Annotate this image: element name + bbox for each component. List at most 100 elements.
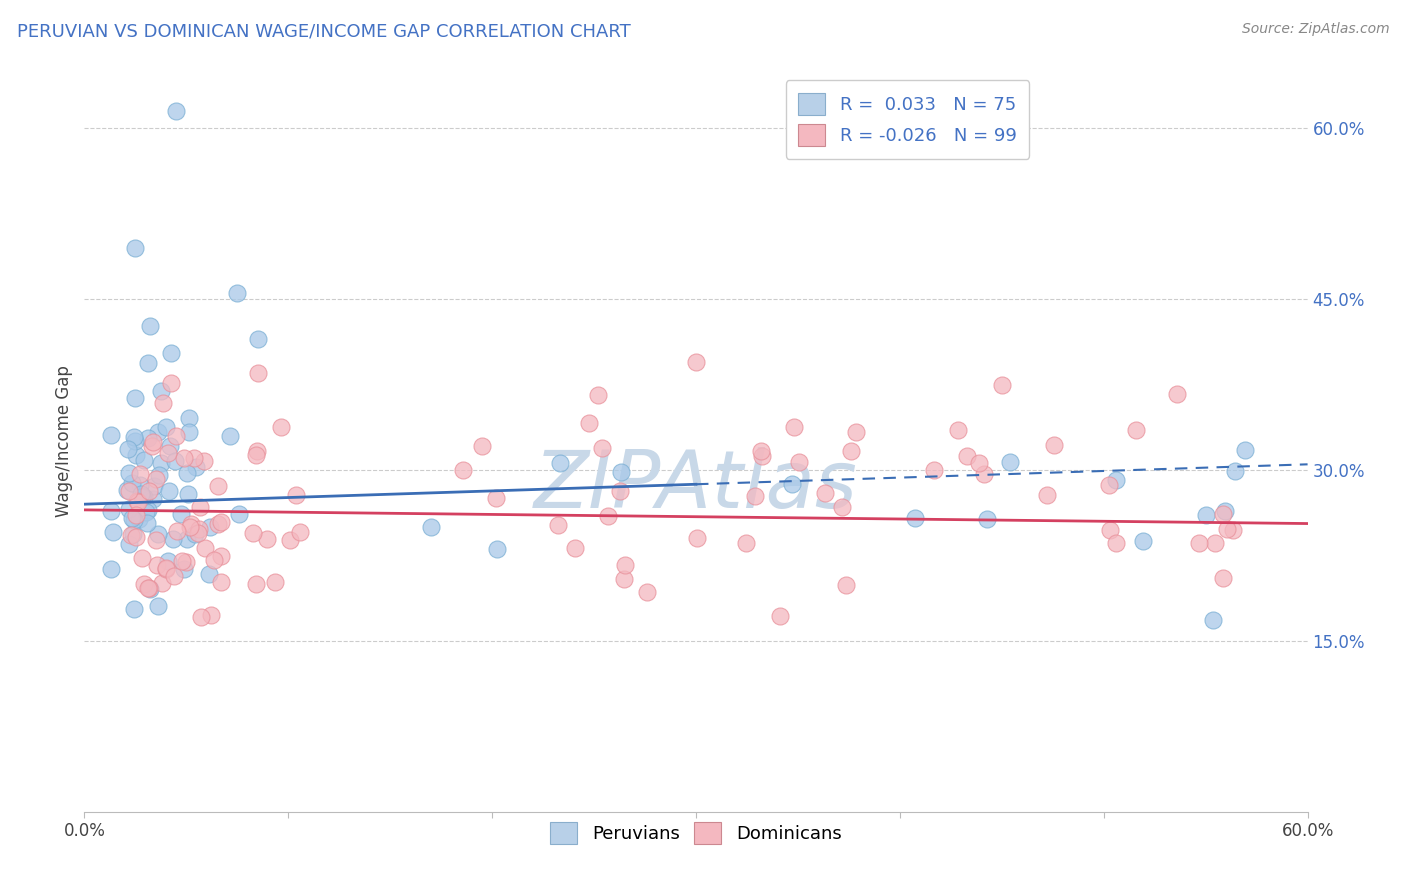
Point — [245, 576, 267, 591]
Point — [547, 518, 569, 533]
Point — [751, 443, 773, 458]
Text: Source: ZipAtlas.com: Source: ZipAtlas.com — [1241, 22, 1389, 37]
Point — [177, 487, 200, 501]
Point — [782, 476, 804, 491]
Point — [131, 551, 153, 566]
Point — [245, 448, 267, 462]
Point — [1105, 536, 1128, 550]
Point — [1125, 423, 1147, 437]
Point — [162, 569, 184, 583]
Point — [122, 526, 145, 541]
Point — [922, 463, 945, 477]
Point — [125, 448, 148, 462]
Point — [118, 536, 141, 550]
Point — [636, 584, 658, 599]
Point — [135, 505, 157, 519]
Point — [226, 286, 249, 301]
Point — [956, 450, 979, 464]
Point — [165, 104, 187, 119]
Point — [1216, 522, 1239, 536]
Point — [1098, 524, 1121, 538]
Point — [142, 434, 165, 449]
Point — [1222, 523, 1244, 537]
Point — [471, 439, 494, 453]
Point — [100, 504, 122, 518]
Point — [121, 475, 143, 490]
Point — [485, 491, 508, 505]
Point — [122, 513, 145, 527]
Point — [118, 501, 141, 516]
Point — [246, 443, 269, 458]
Point — [159, 346, 181, 360]
Point — [613, 572, 636, 586]
Point — [120, 527, 142, 541]
Point — [814, 485, 837, 500]
Point — [751, 450, 773, 464]
Point — [156, 554, 179, 568]
Point — [146, 599, 169, 614]
Point — [138, 356, 160, 370]
Point — [991, 377, 1014, 392]
Point — [1204, 535, 1226, 549]
Point — [1105, 474, 1128, 488]
Point — [127, 494, 149, 508]
Point — [1098, 478, 1121, 492]
Point — [131, 489, 153, 503]
Point — [270, 420, 292, 434]
Point — [198, 520, 221, 534]
Point — [146, 526, 169, 541]
Point — [184, 526, 207, 541]
Point — [835, 578, 858, 592]
Point — [1036, 488, 1059, 502]
Point — [150, 456, 173, 470]
Point — [138, 484, 160, 499]
Point — [150, 384, 173, 399]
Legend: Peruvians, Dominicans: Peruvians, Dominicans — [543, 814, 849, 851]
Point — [256, 533, 278, 547]
Point — [143, 479, 166, 493]
Point — [118, 466, 141, 480]
Point — [150, 576, 173, 591]
Point — [768, 609, 790, 624]
Point — [685, 355, 707, 369]
Point — [136, 516, 159, 530]
Point — [129, 477, 152, 491]
Point — [179, 425, 201, 440]
Point — [288, 525, 311, 540]
Point — [183, 451, 205, 466]
Point — [148, 468, 170, 483]
Point — [170, 507, 193, 521]
Point — [967, 456, 990, 470]
Point — [278, 533, 301, 548]
Point — [122, 430, 145, 444]
Point — [124, 434, 146, 449]
Point — [128, 511, 150, 525]
Point — [1166, 386, 1188, 401]
Point — [155, 419, 177, 434]
Point — [129, 487, 152, 501]
Point — [139, 582, 162, 596]
Point — [155, 561, 177, 575]
Text: ZIPAtlas: ZIPAtlas — [534, 447, 858, 525]
Point — [122, 601, 145, 615]
Point — [124, 392, 146, 406]
Point — [264, 574, 287, 589]
Point — [162, 532, 184, 546]
Point — [190, 609, 212, 624]
Point — [1212, 571, 1234, 585]
Point — [209, 515, 232, 529]
Point — [1223, 464, 1246, 478]
Point — [610, 465, 633, 479]
Point — [198, 566, 221, 581]
Point — [145, 533, 167, 548]
Point — [146, 425, 169, 439]
Point — [783, 420, 806, 434]
Point — [1043, 438, 1066, 452]
Point — [117, 484, 139, 499]
Point — [998, 455, 1021, 469]
Point — [207, 516, 229, 531]
Point — [131, 491, 153, 505]
Point — [125, 530, 148, 544]
Point — [180, 516, 202, 531]
Point — [132, 452, 155, 467]
